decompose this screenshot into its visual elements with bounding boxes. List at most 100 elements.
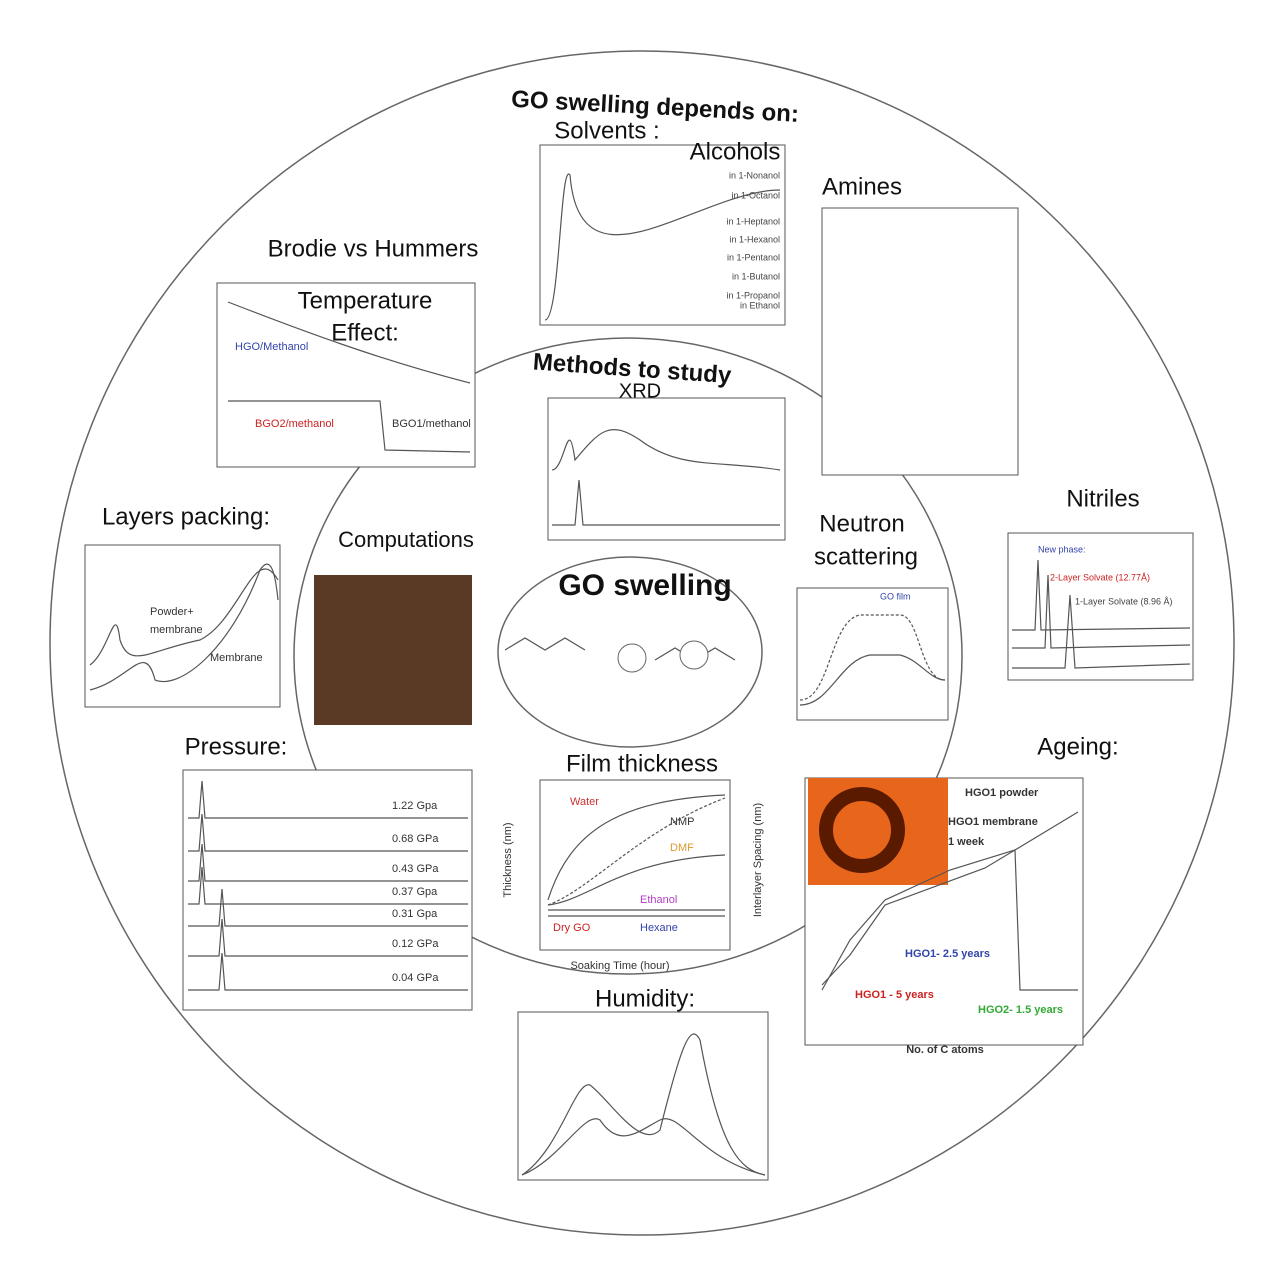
water-curve [547,794,726,901]
panel-text: in 1-Nonanol [729,170,780,180]
panel-text: 0.31 Gpa [392,908,438,920]
labels: GO swelling depends on: Solvents : Alcoh… [102,86,1140,1013]
panel-text: in 1-Octanol [731,190,780,200]
panel-text: Thickness (nm) [502,822,514,897]
panel-text: HGO2- 1.5 years [978,1004,1063,1016]
solvent-bubble [617,643,647,673]
inner-circle [293,337,963,975]
panel-text: HGO1 membrane [948,816,1038,828]
panel-text: New phase: [1038,544,1086,554]
panel-text: DMF [670,842,694,854]
outer-circle [49,50,1235,1236]
pressure-curve [188,813,468,852]
panel-text: Hexane [640,922,678,934]
label: Humidity: [595,985,695,1012]
amines-panel [821,207,1019,476]
layers-curve1 [89,568,279,666]
panel-text: Water [570,796,599,808]
ageing-curve2 [821,848,1078,991]
panel-text: in 1-Hexanol [729,234,780,244]
panel-text: HGO/Methanol [235,341,308,353]
panel-texts: HGO/Methanol BGO2/methanol BGO1/methanol Po… [150,170,1173,1056]
humidity-panel [517,1011,769,1181]
pressure-panel [182,769,473,1011]
panel-text: in 1-Butanol [732,271,780,281]
xrd-panel [547,397,786,541]
label: Pressure: [185,733,288,760]
pressure-curve [188,866,468,905]
nitrile-curve2 [1012,574,1191,649]
panel-text: 1-Layer Solvate (8.96 Å) [1075,596,1173,606]
label: Brodie vs Hummers [268,235,479,262]
label: XRD [619,380,661,402]
label: Ageing: [1037,733,1118,760]
panel-text: 0.43 GPa [392,863,439,875]
layers-curve2 [89,563,279,691]
solvents-curve [544,173,781,321]
hgo-curve [227,301,471,384]
label: Neutron [819,510,904,537]
panels [84,144,1194,1181]
ageing-curve1 [821,811,1079,991]
panel-text: Interlayer Spacing (nm) [752,803,764,917]
panel-text: 0.37 Gpa [392,886,438,898]
ageing-ring [819,787,905,873]
xrd-curve1 [551,429,781,471]
label: Alcohols [690,138,781,165]
panel-text: membrane [150,624,203,636]
panel-text: No. of C atoms [906,1044,984,1056]
nitrile-curve1 [1012,559,1191,631]
solvent-bubble [679,640,709,670]
label: Effect: [331,319,399,346]
panel-text: Dry GO [553,922,591,934]
panel-text: BGO1/methanol [392,418,471,430]
panel-text: HGO1- 2.5 years [905,948,990,960]
xrd-curve2 [552,479,780,526]
panel-text: Soaking Time (hour) [570,960,669,972]
label: Layers packing: [102,503,270,530]
label: Amines [822,173,902,200]
pressure-curve [188,780,468,819]
panel-text: 0.04 GPa [392,972,439,984]
dmf-curve [547,854,726,906]
panel-text: HGO1 powder [965,787,1039,799]
panel-text: in Ethanol [740,300,780,310]
panel-text: 1 week [948,836,985,848]
pressure-curve [188,952,468,991]
label: Film thickness [566,750,718,777]
panel-text: in 1-Pentanol [727,252,780,262]
solvents-panel [539,144,786,326]
neutron-panel [796,587,949,721]
panel-text: NMP [670,816,694,828]
pressure-curve [188,843,468,882]
decorations [89,173,1191,1176]
panel-text: GO film [880,591,911,601]
panel-text: HGO1 - 5 years [855,989,934,1001]
panel-text: 1.22 Gpa [392,800,438,812]
nmp-curve [547,797,726,906]
panel-text: 2-Layer Solvate (12.77Å) [1050,572,1150,582]
center-title: GO swelling [558,569,731,602]
film-panel [539,779,731,951]
panel-text: Ethanol [640,894,677,906]
label: Solvents : [554,117,659,144]
panel-text: 0.68 GPa [392,833,439,845]
neutron-curve2 [799,654,946,706]
temperature-panel [216,282,476,468]
panel-text: in 1-Heptanol [726,216,780,226]
panel-text: 0.12 GPa [392,938,439,950]
computations-image [314,575,472,725]
pressure-curve [188,918,468,957]
label: Computations [338,527,474,552]
panel-text: Membrane [210,652,263,664]
panel-text: Powder+ [150,606,194,618]
neutron-curve [799,614,946,701]
panel-text: BGO2/methanol [255,418,334,430]
nitriles-panel [1007,532,1194,681]
label: Nitriles [1066,485,1139,512]
humidity-curve1 [521,1033,766,1176]
label: Temperature [298,287,433,314]
humidity-curve2 [521,1118,766,1176]
panel-text: in 1-Propanol [726,290,780,300]
